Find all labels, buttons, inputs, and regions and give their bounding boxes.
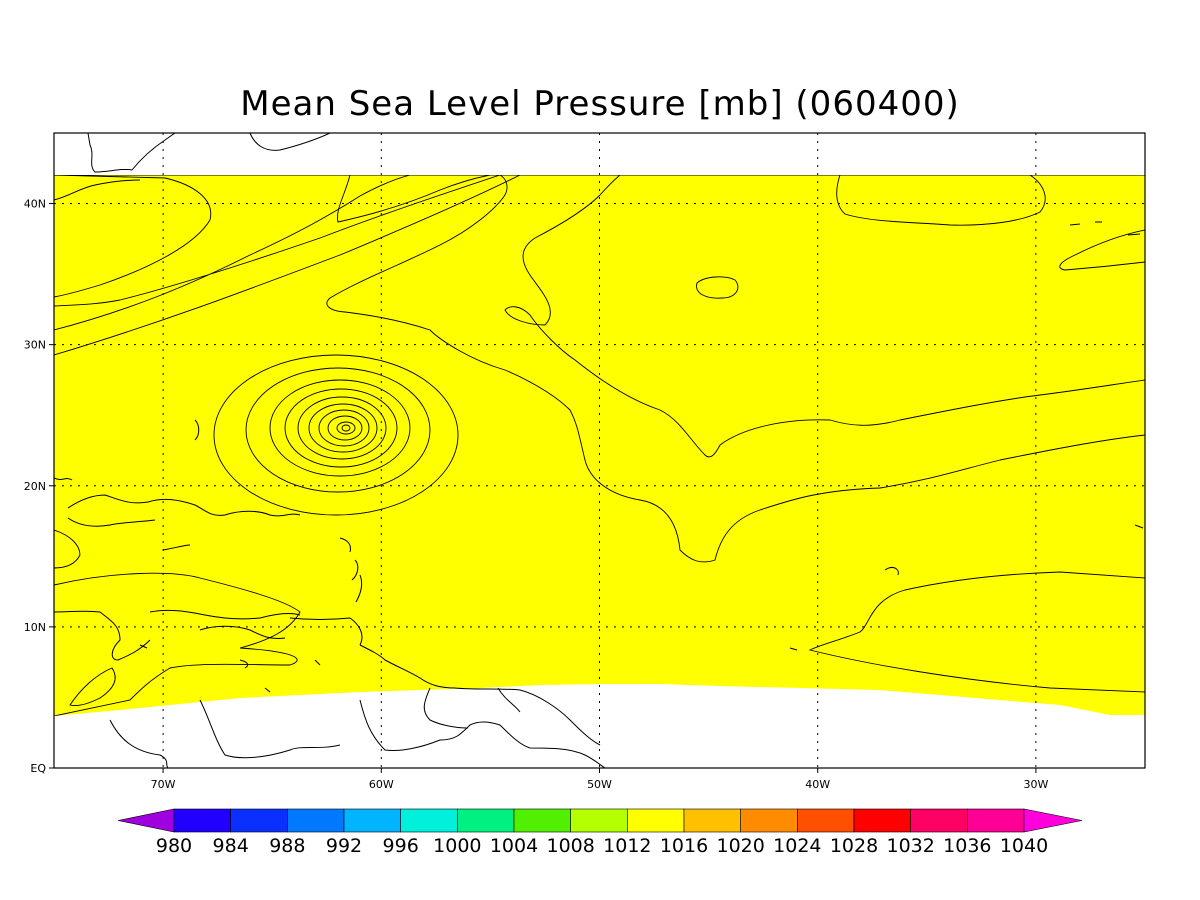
tick-label-lon: 70W (151, 778, 176, 791)
colorbar-label: 1036 (943, 835, 991, 857)
colorbar-label: 1020 (716, 835, 764, 857)
tick-label-lon: 30W (1023, 778, 1048, 791)
ring-996 (284, 388, 398, 468)
colorbar-label: 1016 (660, 835, 708, 857)
band-1016-1020-east (326, 175, 1145, 563)
band-1004-north (54, 175, 501, 331)
band-1008-west-edge (54, 529, 81, 569)
colorbar-swatch-996 (400, 808, 458, 833)
tick-label-lat: 30N (24, 339, 46, 352)
colorbar-swatch-1016 (683, 808, 741, 833)
band-1020-1024 (504, 175, 1145, 458)
colorbar-arrow-low (117, 808, 175, 833)
colorbar-swatch-1032 (910, 808, 968, 833)
colorbar-label: 1008 (546, 835, 594, 857)
colorbar-swatch-980 (173, 808, 231, 833)
colorbar-swatch-1024 (797, 808, 855, 833)
ring-1000 (269, 379, 411, 477)
colorbar-label: 980 (156, 835, 192, 857)
colorbar-swatch-1028 (853, 808, 911, 833)
colorbar-label: 1000 (433, 835, 481, 857)
pressure-field (54, 133, 1145, 768)
colorbar-swatch-1000 (457, 808, 515, 833)
colorbar-label: 984 (213, 835, 249, 857)
colorbar-label: 1024 (773, 835, 821, 857)
band-1024-1028-island (696, 276, 739, 299)
colorbar-label: 1028 (830, 835, 878, 857)
ring-992 (297, 396, 387, 460)
band-1004-north-2 (337, 175, 491, 223)
ring-980 (327, 415, 363, 441)
colorbar-swatch-1012 (627, 808, 685, 833)
band-1008-nw (54, 175, 521, 356)
tick-label-lat: 10N (24, 621, 46, 634)
colorbar-swatch-992 (343, 808, 401, 833)
colorbar-swatch-1008 (570, 808, 628, 833)
tick-label-lat: EQ (30, 762, 46, 775)
colorbar-swatch-984 (230, 808, 288, 833)
colorbar-label: 1032 (886, 835, 934, 857)
latitude-axis: EQ 10N 20N 30N 40N (24, 198, 54, 775)
ring-core (341, 424, 351, 432)
colorbar-label: 996 (383, 835, 419, 857)
colorbar-label: 988 (269, 835, 305, 857)
band-1016-1020-nw (54, 175, 212, 298)
band-1024-1028-ne (836, 175, 1046, 226)
ring-984 (318, 409, 370, 447)
band-1020-southwest-patch (69, 667, 116, 706)
coastlines (54, 133, 1144, 768)
colorbar-label: 1040 (1000, 835, 1048, 857)
colorbar-swatch-988 (287, 808, 345, 833)
chart-title: Mean Sea Level Pressure [mb] (060400) (240, 84, 960, 124)
band-1008-se (808, 571, 1145, 693)
tick-label-lon: 50W (587, 778, 612, 791)
ring-1008 (213, 354, 459, 516)
tick-label-lat: 20N (24, 480, 46, 493)
longitude-axis: 70W 60W 50W 40W 30W (151, 768, 1048, 791)
colorbar-label: 1004 (490, 835, 538, 857)
colorbar-arrow-high (1023, 808, 1083, 833)
ring-1004 (245, 367, 431, 493)
band-1008-sw (54, 572, 301, 716)
band-1016-ne-corner (1059, 229, 1145, 271)
colorbar: 980 984 988 992 996 1000 1004 1008 1012 1016 1020 1… (117, 808, 1083, 857)
graticule (54, 133, 1145, 768)
colorbar-swatch-1004 (513, 808, 571, 833)
band-1012-1016 (54, 175, 1145, 716)
tick-label-lon: 60W (369, 778, 394, 791)
ring-center (336, 421, 356, 435)
colorbar-label: 1012 (603, 835, 651, 857)
low-pressure-system (213, 354, 459, 516)
colorbar-swatch-1036 (967, 808, 1025, 833)
tick-label-lon: 40W (805, 778, 830, 791)
ring-988 (308, 403, 378, 453)
colorbar-swatch-1020 (740, 808, 798, 833)
colorbar-label: 992 (326, 835, 362, 857)
tick-label-lat: 40N (24, 198, 46, 211)
